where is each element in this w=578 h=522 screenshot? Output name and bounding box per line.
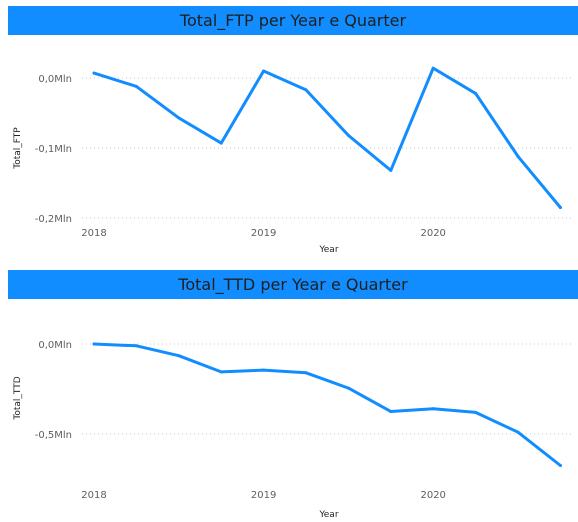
series-line xyxy=(94,344,560,466)
data-point xyxy=(135,344,138,347)
y-axis-title: Total_FTP xyxy=(13,127,23,170)
x-axis-title: Year xyxy=(318,510,338,520)
x-tick-label: 2019 xyxy=(251,228,276,239)
y-tick-label: 0,0Mln xyxy=(38,74,72,85)
data-point xyxy=(432,407,435,410)
chart-panel-ttd: Total_TTD per Year e Quarter 0,0Mln -0,5M… xyxy=(0,262,578,522)
data-point xyxy=(517,155,520,158)
data-point xyxy=(135,85,138,88)
y-tick-label: -0,1Mln xyxy=(35,144,72,155)
y-tick-label: -0,5Mln xyxy=(35,430,72,441)
data-point xyxy=(177,354,180,357)
line-chart-ttd: 0,0Mln -0,5Mln 2018 2019 2020 Year Total_TTD xyxy=(0,262,578,522)
y-tick-label: 0,0Mln xyxy=(38,340,72,351)
data-point xyxy=(93,343,96,346)
data-point xyxy=(474,92,477,95)
x-tick-label: 2019 xyxy=(251,490,276,501)
data-point xyxy=(347,134,350,137)
data-point xyxy=(305,371,308,374)
data-point xyxy=(177,116,180,119)
chart-panel-ftp: Total_FTP per Year e Quarter 0,0Mln -0,1M… xyxy=(0,0,578,262)
data-point xyxy=(220,370,223,373)
data-point xyxy=(389,410,392,413)
data-point xyxy=(517,431,520,434)
x-tick-label: 2020 xyxy=(420,228,445,239)
data-point xyxy=(559,464,562,467)
data-point xyxy=(262,70,265,73)
series-line xyxy=(94,68,560,207)
data-point xyxy=(262,369,265,372)
x-tick-label: 2020 xyxy=(420,490,445,501)
data-point xyxy=(432,67,435,70)
x-axis-title: Year xyxy=(318,245,338,255)
x-tick-label: 2018 xyxy=(81,228,106,239)
data-point xyxy=(93,72,96,75)
y-axis-title: Total_TTD xyxy=(13,376,23,420)
data-point xyxy=(347,387,350,390)
data-point xyxy=(305,88,308,91)
data-point xyxy=(559,206,562,209)
data-point xyxy=(389,169,392,172)
data-point xyxy=(474,411,477,414)
data-point xyxy=(220,142,223,145)
x-tick-label: 2018 xyxy=(81,490,106,501)
y-tick-label: -0,2Mln xyxy=(35,214,72,225)
